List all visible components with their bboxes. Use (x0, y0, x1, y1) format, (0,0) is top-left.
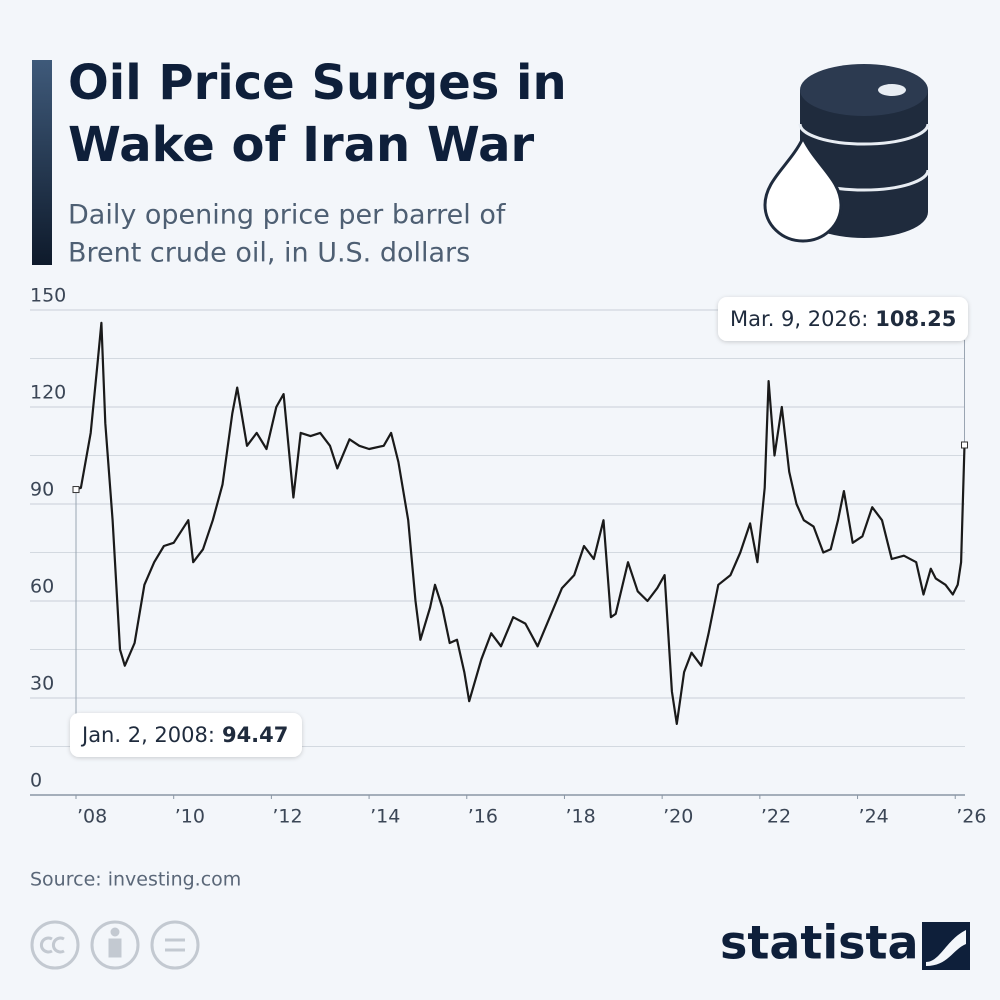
brand: statista (720, 916, 919, 970)
endpoint-marker (961, 441, 969, 449)
x-tick-label: ’22 (761, 806, 791, 828)
annotation-box (718, 297, 968, 341)
endpoint-marker (72, 486, 80, 494)
annotation: Mar. 9, 2026: 108.25 (730, 307, 956, 331)
y-tick-label: 30 (30, 673, 54, 695)
x-tick-label: ’24 (859, 806, 889, 828)
x-tick-label: ’18 (565, 806, 595, 828)
y-tick-label: 120 (30, 382, 66, 404)
x-tick-label: ’08 (77, 806, 107, 828)
x-tick-label: ’10 (175, 806, 205, 828)
barrel-icon (763, 64, 930, 243)
y-tick-label: 60 (30, 576, 54, 598)
annotation-label: Mar. 9, 2026: (730, 307, 868, 331)
y-tick-label: 90 (30, 479, 54, 501)
annotation: Jan. 2, 2008: 94.47 (80, 723, 288, 747)
y-tick-label: 150 (30, 285, 66, 307)
subtitle: Daily opening price per barrel of (68, 200, 507, 231)
license-icons (30, 920, 200, 970)
chart-title: Wake of Iran War (68, 117, 535, 173)
x-tick-label: ’20 (663, 806, 693, 828)
x-tick-label: ’26 (956, 806, 986, 828)
plot-area: 0 30 60 90 120 150 ’08 ’10 ’12 ’14 ’16 ’18 ’20 ’22 ’24… (30, 285, 986, 828)
accent-bar (32, 60, 52, 265)
x-tick-label: ’12 (272, 806, 302, 828)
x-tick-label: ’16 (468, 806, 498, 828)
annotation-label: Jan. 2, 2008: (80, 723, 215, 747)
brand-logo (922, 922, 970, 970)
x-tick-label: ’14 (370, 806, 400, 828)
annotation-value: 108.25 (875, 307, 956, 331)
annotation-box (70, 713, 302, 757)
subtitle: Brent crude oil, in U.S. dollars (68, 238, 470, 269)
price-line (75, 321, 966, 725)
chart-title: Oil Price Surges in (68, 55, 567, 111)
annotation-value: 94.47 (222, 723, 288, 747)
source: Source: investing.com (30, 869, 241, 891)
y-tick-label: 0 (30, 770, 42, 792)
